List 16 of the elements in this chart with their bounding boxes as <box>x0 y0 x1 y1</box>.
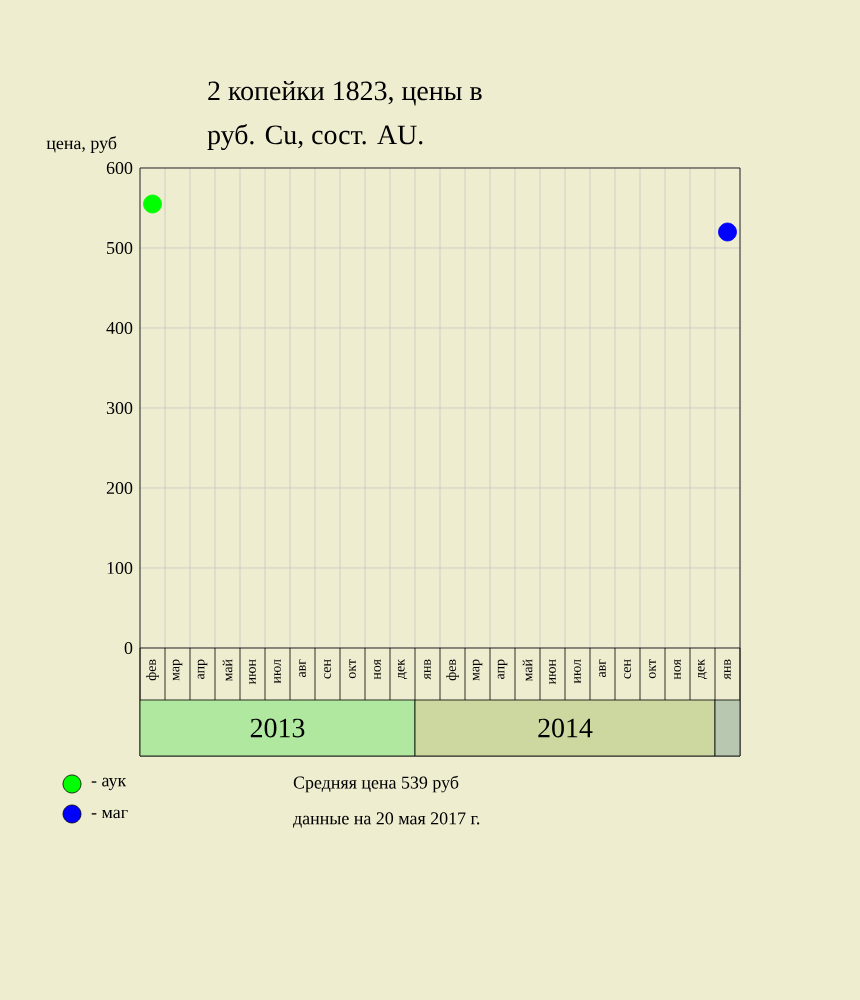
y-tick-label: 100 <box>107 561 133 575</box>
text: 2014 <box>538 718 593 738</box>
text: Средняя цена 539 руб <box>293 775 459 793</box>
y-tick-label: 0 <box>124 641 133 655</box>
y-tick-label: 500 <box>107 241 133 255</box>
legend-label: - маг <box>91 809 128 819</box>
y-tick-label: 200 <box>106 481 133 495</box>
text: данные на 20 мая 2017 г. <box>293 812 480 828</box>
y-tick-label: 300 <box>106 401 133 415</box>
legend-label: - аук <box>91 777 127 791</box>
y-tick-label: 600 <box>106 161 133 175</box>
chart-title: 2 копейки 1823, цены в <box>208 80 482 106</box>
y-axis-title: цена, руб <box>46 136 117 153</box>
chart-subtitle: руб. Cu, сост. AU. <box>207 124 423 151</box>
text: 2013 <box>250 718 305 738</box>
y-tick-label: 400 <box>106 321 133 335</box>
